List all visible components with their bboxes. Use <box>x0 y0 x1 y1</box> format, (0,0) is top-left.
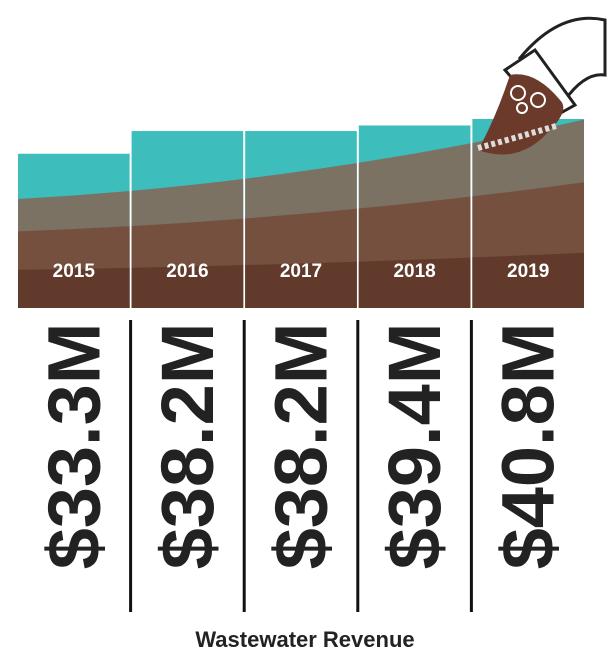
page: {"chart_data": {"type": "bar", "title": … <box>0 0 611 660</box>
x-tick-label: 2016 <box>166 261 208 282</box>
pipe-illustration <box>478 18 605 154</box>
x-tick-label: 2015 <box>53 261 96 282</box>
x-tick-label: 2018 <box>393 261 435 282</box>
value-label: $33.3M <box>32 323 115 570</box>
x-tick-label: 2019 <box>507 261 549 282</box>
value-label: $39.4M <box>373 323 456 570</box>
x-tick-label: 2017 <box>280 261 322 282</box>
value-label: $40.8M <box>487 323 570 570</box>
labels: 2015 $33.3M 2016 $38.2M 2017 $38.2M 2018 $39.4M… <box>32 261 569 612</box>
value-label: $38.2M <box>260 323 343 570</box>
chart: 2015 $33.3M 2016 $38.2M 2017 $38.2M 2018 $39.4M… <box>0 0 611 660</box>
value-label: $38.2M <box>146 323 229 570</box>
chart-title: Wastewater Revenue <box>195 627 414 652</box>
